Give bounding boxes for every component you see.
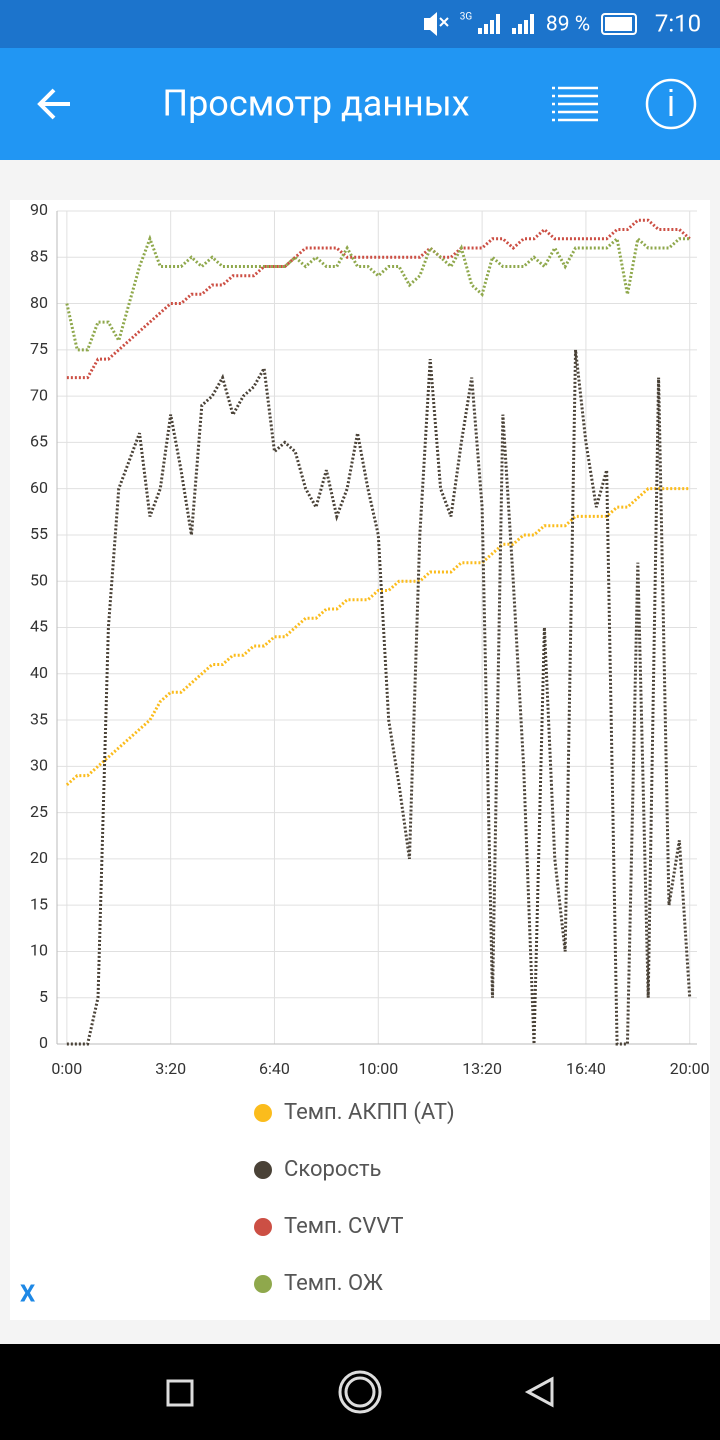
y-tick-label: 55	[30, 524, 48, 543]
y-tick-label: 40	[30, 663, 48, 682]
mute-icon	[424, 12, 437, 36]
legend-marker	[254, 1104, 272, 1122]
y-tick-label: 35	[30, 709, 48, 728]
status-bar	[0, 0, 720, 48]
legend-label: Темп. АКПП (AT)	[284, 1100, 455, 1125]
battery-icon	[605, 17, 632, 31]
y-tick-label: 60	[30, 478, 48, 497]
info-button[interactable]	[645, 78, 697, 130]
close-button[interactable]: X	[20, 1279, 35, 1307]
x-tick-label: 20:00	[670, 1059, 710, 1078]
battery-icon	[601, 13, 637, 35]
signal-icon	[478, 14, 534, 34]
clock: 7:10	[655, 9, 701, 37]
legend-label: Скорость	[284, 1157, 381, 1182]
nav-bar	[0, 1344, 720, 1440]
chart-card	[10, 200, 710, 1320]
back-button[interactable]	[37, 88, 70, 120]
legend-marker	[254, 1218, 272, 1236]
list-button[interactable]	[552, 86, 598, 122]
x-tick-label: 0:00	[51, 1059, 82, 1078]
y-tick-label: 80	[30, 293, 48, 312]
y-tick-label: 45	[30, 617, 48, 636]
chart: 0 5 10 15 20 25 30 35 40 45 50 55 60 65 70 75 80 85 90 0:00…	[30, 200, 710, 1296]
back-nav-button[interactable]	[524, 1376, 554, 1408]
legend-marker	[254, 1161, 272, 1179]
mute-icon	[439, 17, 449, 27]
home-button[interactable]	[344, 1376, 376, 1408]
y-tick-label: 70	[30, 385, 48, 404]
legend-label: Темп. ОЖ	[284, 1271, 383, 1296]
app-bar	[0, 48, 720, 160]
y-tick-label: 30	[30, 756, 48, 775]
home-button[interactable]	[338, 1370, 382, 1414]
network: 3G	[460, 12, 473, 23]
battery-level: 89 %	[546, 13, 590, 37]
x-tick-label: 3:20	[155, 1059, 186, 1078]
data-line	[65, 487, 690, 786]
recent-button[interactable]	[166, 1379, 194, 1407]
x-tick-label: 13:20	[462, 1059, 502, 1078]
y-tick-label: 90	[30, 200, 48, 219]
data-line	[66, 218, 691, 380]
legend-label: Темп. CVVT	[284, 1214, 403, 1239]
y-tick-label: 15	[30, 894, 48, 913]
y-tick-label: 85	[30, 246, 48, 265]
x-tick-label: 16:40	[566, 1059, 606, 1078]
app-title: Просмотр данных	[162, 83, 469, 125]
y-tick-label: 5	[39, 987, 48, 1006]
legend-marker	[254, 1275, 272, 1293]
y-tick-label: 10	[30, 941, 48, 960]
y-tick-label: 0	[39, 1033, 48, 1052]
y-tick-label: 25	[30, 802, 48, 821]
y-tick-label: 65	[30, 432, 48, 451]
y-tick-label: 50	[30, 570, 48, 589]
data-line	[66, 349, 692, 1046]
data-line	[65, 234, 690, 352]
y-tick-label: 75	[30, 339, 48, 358]
y-tick-label: 20	[30, 848, 48, 867]
x-tick-label: 10:00	[358, 1059, 398, 1078]
x-tick-label: 6:40	[259, 1059, 290, 1078]
